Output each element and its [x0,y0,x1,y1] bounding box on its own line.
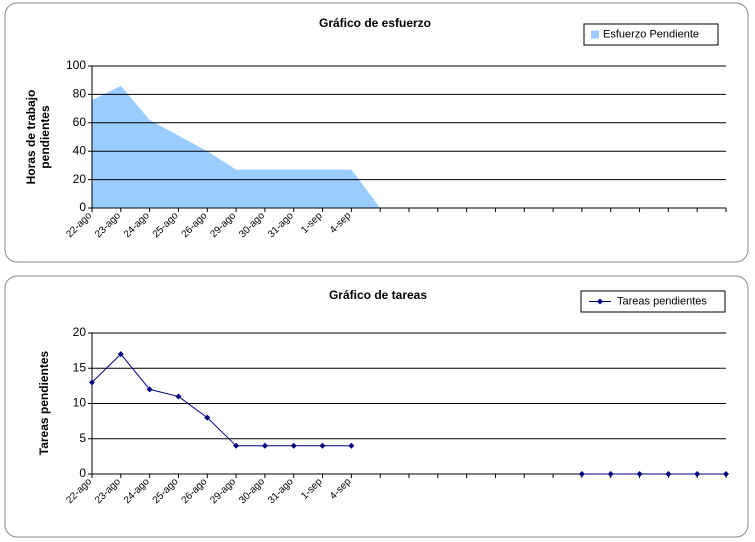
marker [723,471,729,477]
chart-title: Gráfico de esfuerzo [319,16,431,30]
marker [175,393,182,400]
y-tick-label: 100 [66,58,86,72]
marker [89,379,95,386]
legend-swatch [591,30,599,39]
marker [578,471,585,477]
y-tick-label: 40 [73,143,87,157]
y-axis-label: Tareas pendientes [37,350,51,456]
y-tick-label: 20 [73,172,87,186]
y-tick-label: 0 [79,200,86,214]
chart-panel [4,275,749,538]
marker [290,442,297,449]
chart-title: Gráfico de tareas [329,288,427,302]
legend-marker [597,298,603,305]
y-tick-label: 80 [73,87,87,101]
marker [665,471,672,477]
legend-box [580,290,726,313]
y-tick-label: 10 [73,396,87,410]
y-tick-label: 5 [79,431,86,445]
line [91,353,352,447]
y-axis-label: Horas de trabajo pendientes [24,89,52,185]
marker [319,442,326,449]
marker [261,442,268,449]
marker [204,414,211,421]
y-tick-label: 0 [79,466,86,480]
legend-label: Tareas pendientes [617,295,707,307]
legend-label: Esfuerzo Pendiente [603,28,699,40]
legend-box [583,23,719,46]
marker [233,442,240,449]
marker [146,386,153,393]
y-tick-label: 20 [73,325,87,339]
marker [117,351,124,358]
marker [636,471,643,477]
y-tick-label: 60 [73,115,87,129]
marker [348,442,355,449]
marker [694,471,701,477]
area [92,85,381,208]
y-tick-label: 15 [73,360,87,374]
marker [607,471,614,477]
